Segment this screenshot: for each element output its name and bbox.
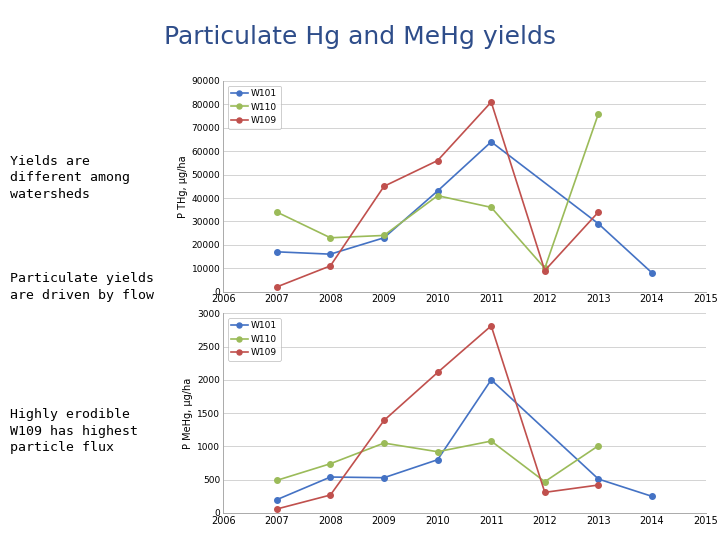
- Text: Particulate Hg and MeHg yields: Particulate Hg and MeHg yields: [164, 24, 556, 49]
- W101: [379, 475, 388, 481]
- W101: [487, 376, 495, 383]
- W110: [433, 192, 442, 199]
- Line: W110: W110: [274, 111, 601, 271]
- W109: [433, 369, 442, 376]
- W101: [272, 248, 281, 255]
- Y-axis label: P MeHg, µg/ha: P MeHg, µg/ha: [184, 377, 193, 449]
- W110: [379, 440, 388, 446]
- Y-axis label: P THg, µg/ha: P THg, µg/ha: [178, 155, 187, 218]
- W109: [326, 262, 335, 269]
- W110: [433, 449, 442, 455]
- W109: [541, 489, 549, 496]
- W101: [648, 269, 657, 276]
- W109: [594, 209, 603, 215]
- W109: [326, 492, 335, 498]
- W101: [379, 234, 388, 241]
- W110: [594, 442, 603, 449]
- W109: [594, 482, 603, 488]
- W109: [487, 99, 495, 105]
- W110: [487, 204, 495, 211]
- W101: [594, 476, 603, 482]
- Text: Highly erodible
W109 has highest
particle flux: Highly erodible W109 has highest particl…: [10, 408, 138, 455]
- W109: [379, 417, 388, 424]
- W110: [487, 438, 495, 444]
- W101: [326, 251, 335, 258]
- W109: [379, 183, 388, 190]
- W110: [594, 111, 603, 117]
- W101: [433, 456, 442, 463]
- W109: [272, 506, 281, 512]
- W101: [648, 493, 657, 500]
- W110: [379, 232, 388, 239]
- W110: [326, 234, 335, 241]
- W110: [541, 478, 549, 485]
- W101: [272, 496, 281, 503]
- W110: [326, 461, 335, 467]
- Line: W101: W101: [274, 377, 654, 502]
- W109: [433, 157, 442, 164]
- Line: W110: W110: [274, 438, 601, 484]
- W109: [487, 322, 495, 329]
- W110: [272, 209, 281, 215]
- W110: [541, 265, 549, 272]
- W109: [272, 284, 281, 290]
- W101: [326, 474, 335, 480]
- Text: Particulate yields
are driven by flow: Particulate yields are driven by flow: [10, 272, 154, 302]
- Line: W101: W101: [274, 139, 654, 275]
- Legend: W101, W110, W109: W101, W110, W109: [228, 318, 281, 361]
- Line: W109: W109: [274, 323, 601, 512]
- W110: [272, 477, 281, 484]
- Line: W109: W109: [274, 99, 601, 289]
- W109: [541, 267, 549, 274]
- Text: Yields are
different among
watersheds: Yields are different among watersheds: [10, 155, 130, 201]
- Legend: W101, W110, W109: W101, W110, W109: [228, 85, 281, 129]
- W101: [594, 220, 603, 227]
- W101: [433, 188, 442, 194]
- W101: [487, 139, 495, 145]
